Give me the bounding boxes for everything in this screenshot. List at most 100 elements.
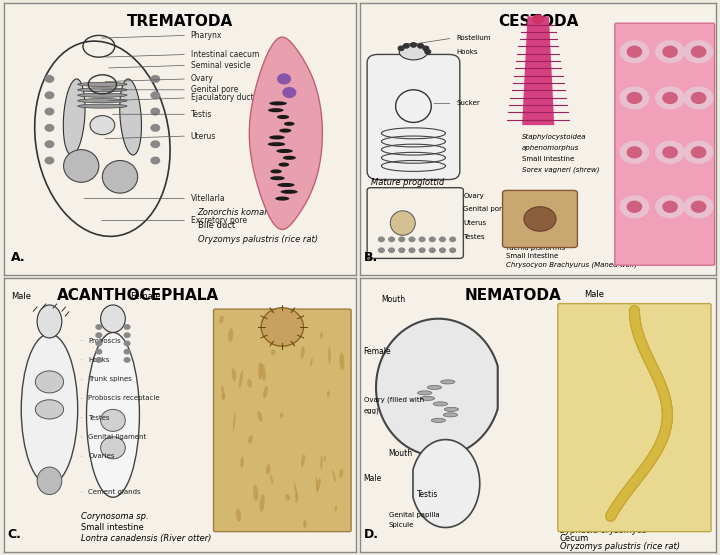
Ellipse shape: [277, 183, 294, 187]
Polygon shape: [376, 319, 498, 456]
Circle shape: [691, 201, 706, 212]
Circle shape: [96, 333, 102, 337]
Text: Testis: Testis: [191, 110, 212, 119]
Text: Mouth: Mouth: [389, 449, 413, 458]
Ellipse shape: [264, 386, 268, 398]
Ellipse shape: [101, 437, 125, 459]
Text: Genital papilla: Genital papilla: [389, 512, 439, 517]
Circle shape: [419, 248, 425, 253]
Ellipse shape: [78, 82, 127, 87]
Circle shape: [125, 358, 130, 362]
Text: B.: B.: [364, 251, 378, 264]
Text: Syphacia oryzomyos: Syphacia oryzomyos: [559, 526, 647, 535]
Text: egg): egg): [364, 407, 379, 413]
Ellipse shape: [78, 88, 127, 92]
Circle shape: [399, 248, 405, 253]
Text: Ovary (filled with: Ovary (filled with: [364, 396, 423, 402]
FancyBboxPatch shape: [367, 188, 464, 259]
Circle shape: [96, 341, 102, 346]
Ellipse shape: [236, 508, 241, 522]
Text: Lontra canadensis (River otter): Lontra canadensis (River otter): [81, 534, 212, 543]
Text: Mouth: Mouth: [382, 295, 405, 304]
Ellipse shape: [301, 346, 305, 359]
Circle shape: [45, 75, 54, 82]
Polygon shape: [413, 440, 480, 527]
FancyBboxPatch shape: [367, 54, 460, 180]
Circle shape: [620, 87, 649, 109]
Text: Tetrabothrius wrighthi: Tetrabothrius wrighthi: [616, 221, 694, 227]
Ellipse shape: [339, 469, 343, 478]
Ellipse shape: [233, 412, 235, 430]
Circle shape: [409, 237, 415, 241]
Circle shape: [684, 142, 713, 163]
Ellipse shape: [247, 379, 252, 388]
Circle shape: [656, 142, 684, 163]
Ellipse shape: [232, 368, 236, 381]
Ellipse shape: [294, 482, 298, 500]
Text: Genital pore: Genital pore: [191, 85, 238, 94]
Circle shape: [96, 358, 102, 362]
Ellipse shape: [335, 506, 337, 512]
Ellipse shape: [315, 477, 318, 493]
Text: Genital ligament: Genital ligament: [89, 434, 147, 440]
Text: Female: Female: [364, 347, 391, 356]
Ellipse shape: [280, 412, 283, 418]
Circle shape: [533, 15, 544, 23]
Text: Mature proglottid: Mature proglottid: [371, 178, 444, 187]
Ellipse shape: [324, 456, 326, 462]
Circle shape: [45, 125, 54, 131]
Text: Uterus: Uterus: [191, 132, 216, 140]
Text: Testes: Testes: [89, 415, 109, 421]
Circle shape: [684, 87, 713, 109]
Ellipse shape: [261, 307, 304, 346]
Ellipse shape: [240, 457, 244, 468]
Polygon shape: [522, 16, 554, 125]
Text: Ovary: Ovary: [464, 193, 484, 199]
Ellipse shape: [266, 464, 271, 475]
Text: Small intestine: Small intestine: [522, 155, 575, 162]
Circle shape: [627, 46, 642, 57]
FancyBboxPatch shape: [558, 304, 711, 532]
Ellipse shape: [35, 371, 63, 393]
Text: Ovary: Ovary: [191, 74, 213, 83]
Text: aphenomorphus: aphenomorphus: [522, 145, 580, 150]
Ellipse shape: [101, 410, 125, 431]
Circle shape: [96, 350, 102, 354]
Ellipse shape: [276, 149, 293, 153]
Ellipse shape: [37, 305, 62, 338]
Circle shape: [389, 237, 395, 241]
Text: Ovaries: Ovaries: [89, 453, 114, 459]
Text: Hooks: Hooks: [456, 49, 478, 55]
Ellipse shape: [295, 492, 298, 503]
Circle shape: [684, 41, 713, 63]
Circle shape: [45, 141, 54, 148]
Text: Bile duct: Bile duct: [197, 221, 235, 230]
Circle shape: [425, 49, 431, 54]
Circle shape: [620, 142, 649, 163]
Text: Male: Male: [364, 474, 382, 483]
Ellipse shape: [390, 211, 415, 235]
Ellipse shape: [120, 79, 142, 155]
Ellipse shape: [78, 104, 127, 108]
Ellipse shape: [420, 396, 435, 401]
Text: Oryzomys palustris (rice rat): Oryzomys palustris (rice rat): [559, 542, 680, 552]
Text: C.: C.: [7, 528, 21, 541]
Ellipse shape: [284, 122, 294, 126]
Circle shape: [627, 201, 642, 212]
Text: Proboscis: Proboscis: [89, 337, 121, 344]
Text: Vitellarla: Vitellarla: [191, 194, 225, 203]
Text: Genital pore: Genital pore: [464, 206, 506, 213]
Circle shape: [627, 147, 642, 158]
Circle shape: [418, 44, 423, 48]
Circle shape: [656, 41, 684, 63]
Ellipse shape: [328, 346, 330, 364]
Ellipse shape: [441, 380, 455, 384]
Text: Male: Male: [11, 292, 31, 301]
Ellipse shape: [339, 352, 345, 370]
Text: Uterus: Uterus: [464, 220, 487, 226]
Circle shape: [125, 325, 130, 329]
Circle shape: [450, 237, 456, 241]
Ellipse shape: [63, 150, 99, 182]
Text: Spicule: Spicule: [389, 522, 414, 528]
Circle shape: [663, 201, 678, 212]
